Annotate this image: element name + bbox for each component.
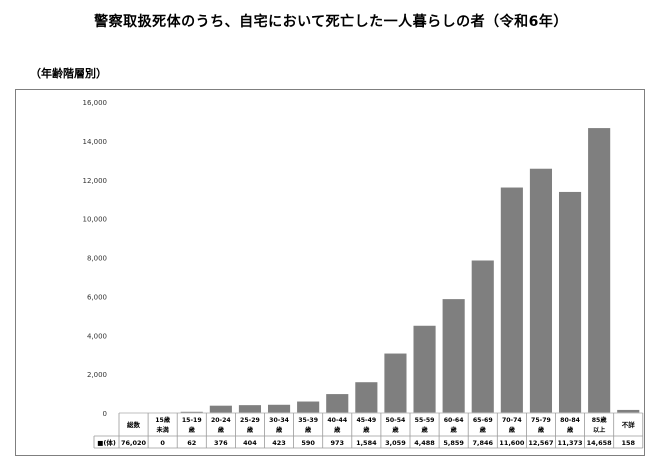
data-label: 0 [160, 439, 165, 447]
data-label: 423 [272, 439, 286, 447]
x-tick-label: 65-69 [473, 417, 493, 424]
y-tick-label: 2,000 [87, 371, 107, 379]
bar [558, 191, 582, 413]
data-label: 158 [621, 439, 635, 447]
bar [267, 404, 291, 413]
x-tick-label: 不詳 [622, 420, 636, 429]
chart-title: 警察取扱死体のうち、自宅において死亡した一人暮らしの者（令和6年） [94, 14, 568, 30]
data-label: 11,373 [558, 439, 583, 447]
x-tick-label: 50-54 [386, 417, 406, 424]
x-tick-label: 30-34 [269, 417, 289, 424]
x-tick-label: 15歳 [155, 416, 171, 424]
data-label: 14,658 [587, 439, 613, 447]
x-tick-label: 歳 [188, 426, 196, 434]
x-tick-label: 歳 [275, 426, 283, 434]
x-tick-label: 未満 [155, 426, 169, 434]
x-tick-label: 歳 [479, 426, 487, 434]
x-tick-label: 80-84 [560, 417, 580, 424]
bar [355, 382, 378, 413]
bar [442, 299, 465, 413]
x-tick-label: 40-44 [327, 417, 347, 424]
data-label: 12,567 [528, 439, 553, 447]
x-tick-label: 総数 [127, 420, 141, 429]
y-tick-label: 10,000 [83, 216, 108, 224]
chart-frame: 0 2,000 4,000 6,000 8,000 10,000 12,000 14,000 1… [15, 89, 645, 456]
y-tick-label: 6,000 [87, 293, 107, 301]
x-tick-label: 15-19 [182, 417, 202, 424]
x-tick-label: 70-74 [502, 417, 522, 424]
bar [588, 128, 611, 413]
bar [238, 405, 262, 413]
x-tick-label: 85歳 [592, 416, 608, 424]
bar [384, 353, 407, 413]
x-tick-label: 75-79 [531, 417, 551, 424]
x-tick-label: 歳 [217, 426, 225, 434]
x-tick-label: 60-64 [444, 417, 464, 424]
x-tick-label: 歳 [420, 426, 428, 434]
x-tick-label: 歳 [508, 426, 516, 434]
data-label: 590 [301, 439, 315, 447]
y-tick-label: 12,000 [83, 177, 108, 185]
data-label: 376 [214, 439, 228, 447]
bar [500, 187, 523, 413]
x-tick-label: 歳 [333, 426, 341, 434]
bar [471, 260, 494, 413]
x-tick-label: 歳 [304, 426, 312, 434]
x-tick-label: 20-24 [211, 417, 231, 424]
chart-subtitle: （年齢階層別） [30, 67, 107, 80]
data-label: 7,846 [472, 439, 493, 447]
bar [180, 411, 203, 413]
x-tick-label: 35-39 [298, 417, 318, 424]
bar [297, 401, 320, 413]
x-tick-label: 歳 [246, 426, 254, 434]
x-tick-label: 歳 [391, 426, 399, 434]
x-tick-label: 以上 [593, 426, 606, 434]
x-tick-label: 歳 [537, 426, 545, 434]
bar-chart: 0 2,000 4,000 6,000 8,000 10,000 12,000 14,000 1… [83, 99, 644, 449]
bar [617, 409, 640, 413]
data-label: 76,020 [121, 439, 147, 447]
x-tick-label: 25-29 [240, 417, 260, 424]
y-tick-label: 14,000 [83, 138, 108, 146]
data-label: 973 [330, 439, 344, 447]
data-label: 62 [187, 439, 196, 447]
y-tick-label: 8,000 [87, 255, 107, 263]
data-label: 1,584 [356, 439, 377, 447]
bar [413, 325, 436, 413]
x-tick-label: 歳 [566, 426, 574, 434]
data-label: 3,059 [385, 439, 406, 447]
data-label: 11,600 [499, 439, 525, 447]
bar [209, 405, 232, 413]
x-tick-label: 55-59 [415, 417, 435, 424]
data-label: 5,859 [443, 439, 464, 447]
x-tick-label: 45-49 [356, 417, 376, 424]
table-row-header: ■(体) [97, 438, 116, 447]
data-label: 4,488 [414, 439, 435, 447]
data-label: 404 [243, 439, 257, 447]
y-tick-label: 4,000 [87, 332, 107, 340]
x-tick-label: 歳 [450, 426, 458, 434]
y-tick-label: 0 [103, 410, 107, 418]
bar [529, 168, 553, 413]
y-tick-label: 16,000 [83, 99, 108, 107]
bar [326, 394, 349, 413]
x-tick-label: 歳 [362, 426, 370, 434]
